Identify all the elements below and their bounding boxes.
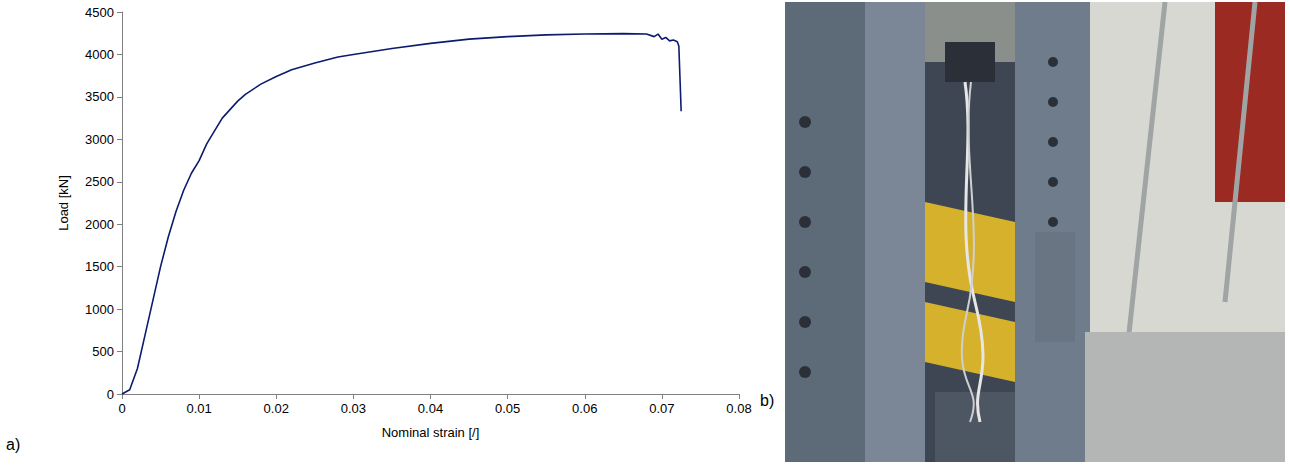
svg-text:0.06: 0.06 (572, 401, 597, 416)
svg-text:1000: 1000 (85, 302, 114, 317)
svg-text:Nominal strain [/]: Nominal strain [/] (382, 425, 480, 440)
svg-text:4500: 4500 (85, 5, 114, 20)
svg-text:4000: 4000 (85, 47, 114, 62)
svg-text:Load [kN]: Load [kN] (56, 175, 71, 231)
svg-text:2000: 2000 (85, 217, 114, 232)
html-text:b): b) (760, 392, 775, 409)
svg-text:500: 500 (92, 344, 114, 359)
svg-text:0: 0 (118, 401, 125, 416)
svg-text:0.04: 0.04 (418, 401, 443, 416)
svg-text:0.07: 0.07 (649, 401, 674, 416)
svg-text:0: 0 (107, 387, 114, 402)
svg-text:0.05: 0.05 (495, 401, 520, 416)
html-text:a): a) (6, 436, 21, 453)
svg-text:3000: 3000 (85, 132, 114, 147)
svg-text:0.08: 0.08 (726, 401, 751, 416)
svg-text:0.02: 0.02 (264, 401, 289, 416)
svg-text:1500: 1500 (85, 259, 114, 274)
svg-text:0.03: 0.03 (341, 401, 366, 416)
svg-text:0.01: 0.01 (186, 401, 211, 416)
svg-text:3500: 3500 (85, 89, 114, 104)
svg-text:2500: 2500 (85, 174, 114, 189)
